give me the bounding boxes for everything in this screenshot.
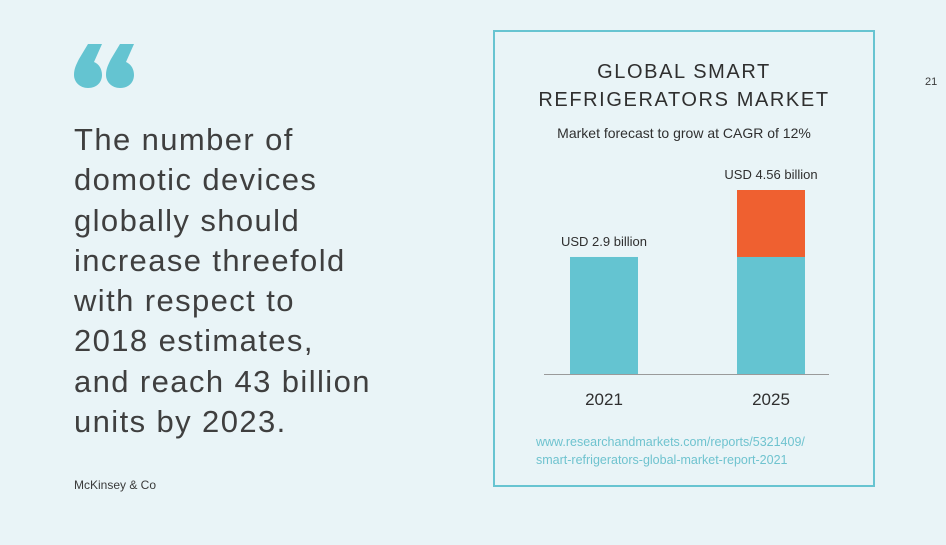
quote-line: globally should	[74, 202, 301, 238]
quote-line: units by 2023.	[74, 404, 287, 440]
data-label-2025: USD 4.56 billion	[724, 167, 817, 182]
x-tick-label-2021: 2021	[585, 390, 623, 409]
source-link-line[interactable]: smart-refrigerators-global-market-report…	[536, 453, 788, 467]
bar-2025-segment-0	[737, 256, 805, 374]
page-number: 21	[925, 76, 938, 88]
quote-line: with respect to	[74, 283, 295, 319]
quote-line: domotic devices	[74, 162, 318, 198]
x-tick-label-2025: 2025	[752, 390, 790, 409]
bar-2025-segment-1	[737, 190, 805, 257]
quote-line: and reach 43 billion	[74, 363, 371, 399]
bar-chart: USD 2.9 billion 2021 USD 4.56 billion 2025	[544, 167, 829, 409]
chart-title: GLOBAL SMART REFRIGERATORS MARKET	[495, 58, 873, 114]
quote-line: 2018 estimates,	[74, 323, 314, 359]
quote-line: The number of	[74, 122, 294, 157]
quote-source: McKinsey & Co	[74, 478, 157, 492]
bar-2021-segment-0	[570, 256, 638, 374]
source-link[interactable]: www.researchandmarkets.com/reports/53214…	[536, 433, 856, 469]
quote-line: increase threefold	[74, 242, 346, 278]
quote-text: The number of domotic devices globally s…	[74, 120, 434, 442]
data-label-2021: USD 2.9 billion	[561, 234, 647, 249]
quote-mark-icon	[74, 44, 134, 88]
chart-title-line: REFRIGERATORS MARKET	[538, 89, 830, 111]
source-link-line[interactable]: www.researchandmarkets.com/reports/53214…	[536, 435, 805, 449]
chart-card: GLOBAL SMART REFRIGERATORS MARKET Market…	[493, 30, 875, 487]
chart-subtitle: Market forecast to grow at CAGR of 12%	[557, 125, 811, 141]
chart-title-line: GLOBAL SMART	[597, 61, 771, 83]
